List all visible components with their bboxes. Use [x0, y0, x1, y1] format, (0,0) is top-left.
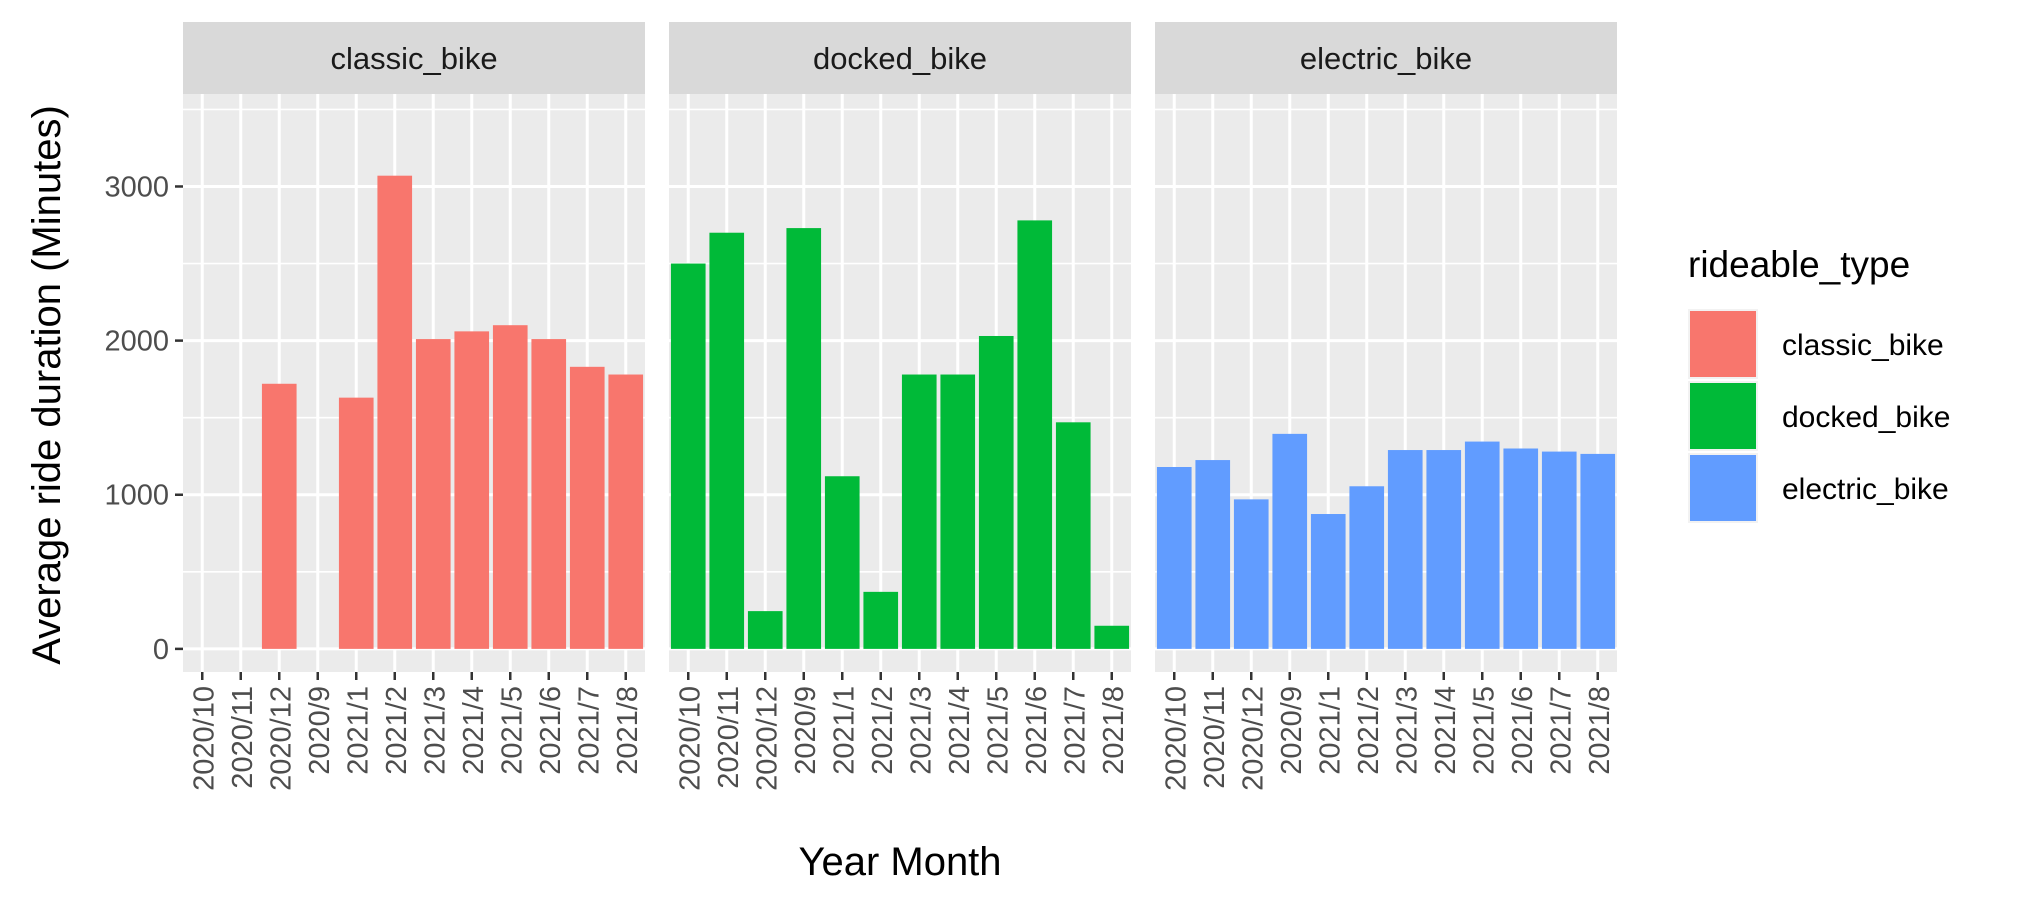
x-tick-label: 2021/1 — [342, 686, 374, 775]
x-tick-label: 2020/10 — [674, 686, 706, 791]
bar-electric_bike-2021/7 — [1541, 451, 1577, 649]
x-tick-label: 2020/12 — [1237, 686, 1269, 791]
facet-strip-label: electric_bike — [1300, 41, 1472, 76]
x-tick-label: 2020/9 — [1276, 686, 1308, 775]
facet-strip — [183, 22, 645, 94]
bar-electric_bike-2020/10 — [1156, 467, 1192, 649]
legend-label: electric_bike — [1782, 473, 1949, 506]
x-tick-label: 2021/3 — [419, 686, 451, 775]
x-tick-label: 2020/11 — [227, 686, 259, 789]
bar-electric_bike-2021/6 — [1503, 448, 1539, 649]
x-tick-label: 2021/5 — [496, 686, 528, 775]
x-tick-label: 2021/5 — [1468, 686, 1500, 775]
bar-electric_bike-2021/8 — [1580, 453, 1616, 649]
y-tick-label: 3000 — [104, 171, 169, 203]
bar-electric_bike-2020/12 — [1233, 499, 1269, 649]
bar-classic_bike-2021/7 — [569, 366, 605, 649]
x-tick-label: 2021/6 — [535, 686, 567, 775]
bar-docked_bike-2020/9 — [786, 228, 822, 649]
x-tick-label: 2021/8 — [1584, 686, 1616, 775]
x-tick-label: 2020/12 — [265, 686, 297, 791]
bar-docked_bike-2020/10 — [670, 263, 706, 649]
panel-electric_bike: electric_bike 2020/10 2020/11 2020/12 2020/9… — [1155, 22, 1617, 791]
bar-docked_bike-2020/12 — [747, 611, 783, 649]
bar-docked_bike-2021/3 — [901, 374, 937, 649]
x-tick-label: 2020/11 — [713, 686, 745, 789]
x-tick-label: 2021/4 — [944, 686, 976, 775]
panel-background — [669, 94, 1131, 672]
x-tick-label: 2021/4 — [1430, 686, 1462, 775]
x-tick-label: 2021/6 — [1507, 686, 1539, 775]
bar-docked_bike-2021/7 — [1055, 422, 1091, 649]
bar-docked_bike-2021/8 — [1094, 625, 1130, 649]
y-axis-title: Average ride duration (Minutes) — [25, 105, 69, 665]
facet-strip-label: classic_bike — [330, 41, 497, 76]
legend-keys: classic_bike docked_bike electric_bike — [1688, 309, 1950, 523]
bar-docked_bike-2021/6 — [1017, 220, 1053, 649]
bar-classic_bike-2021/1 — [338, 397, 374, 649]
x-axis-title: Year Month — [798, 840, 1001, 884]
x-tick-label: 2020/10 — [1160, 686, 1192, 791]
x-tick-label: 2020/12 — [751, 686, 783, 791]
panel-background — [1155, 94, 1617, 672]
panel-background — [183, 94, 645, 672]
bar-classic_bike-2021/6 — [531, 339, 567, 649]
y-tick-label: 1000 — [104, 480, 169, 512]
facet-strip — [1155, 22, 1617, 94]
legend-swatch-electric_bike — [1690, 455, 1756, 521]
bar-docked_bike-2021/5 — [978, 335, 1014, 649]
x-tick-label: 2021/2 — [867, 686, 899, 775]
legend-swatch-classic_bike — [1690, 311, 1756, 377]
bar-classic_bike-2021/8 — [608, 374, 644, 649]
y-tick-label: 2000 — [104, 326, 169, 358]
legend-swatch-docked_bike — [1690, 383, 1756, 449]
legend-label: classic_bike — [1782, 329, 1944, 362]
x-tick-label: 2021/7 — [1059, 686, 1091, 775]
bar-classic_bike-2021/4 — [454, 331, 490, 649]
x-tick-label: 2021/7 — [1545, 686, 1577, 775]
x-tick-label: 2021/6 — [1021, 686, 1053, 775]
facet-strip-label: docked_bike — [813, 41, 987, 76]
y-tick-label: 0 — [153, 634, 169, 666]
bar-electric_bike-2021/5 — [1464, 441, 1500, 649]
legend: rideable_type classic_bike docked_bikeele… — [1688, 244, 1950, 523]
bar-classic_bike-2021/2 — [377, 175, 413, 649]
x-tick-label: 2021/8 — [1098, 686, 1130, 775]
bar-electric_bike-2020/9 — [1272, 433, 1308, 649]
bar-docked_bike-2021/4 — [940, 374, 976, 649]
facet-strip — [669, 22, 1131, 94]
bar-electric_bike-2021/1 — [1310, 514, 1346, 649]
x-tick-label: 2020/9 — [790, 686, 822, 775]
x-tick-label: 2020/10 — [188, 686, 220, 791]
bar-classic_bike-2021/3 — [415, 339, 451, 649]
bar-classic_bike-2021/5 — [492, 325, 528, 649]
x-tick-label: 2021/3 — [905, 686, 937, 775]
bar-electric_bike-2021/4 — [1426, 450, 1462, 649]
x-tick-label: 2021/8 — [612, 686, 644, 775]
bar-docked_bike-2021/2 — [863, 591, 899, 649]
bar-electric_bike-2021/3 — [1387, 450, 1423, 649]
x-tick-label: 2020/11 — [1199, 686, 1231, 789]
x-tick-label: 2021/4 — [458, 686, 490, 775]
bar-electric_bike-2020/11 — [1195, 460, 1231, 649]
bar-docked_bike-2020/11 — [709, 232, 745, 649]
legend-label: docked_bike — [1782, 401, 1950, 434]
x-tick-label: 2020/9 — [304, 686, 336, 775]
legend-title: rideable_type — [1688, 244, 1910, 285]
bar-electric_bike-2021/2 — [1349, 486, 1385, 649]
bar-docked_bike-2021/1 — [824, 476, 860, 649]
x-tick-label: 2021/7 — [573, 686, 605, 775]
x-tick-label: 2021/1 — [1314, 686, 1346, 775]
x-tick-label: 2021/1 — [828, 686, 860, 775]
x-tick-label: 2021/2 — [1353, 686, 1385, 775]
bar-classic_bike-2020/12 — [261, 383, 297, 649]
x-tick-label: 2021/5 — [982, 686, 1014, 775]
x-tick-label: 2021/3 — [1391, 686, 1423, 775]
x-tick-label: 2021/2 — [381, 686, 413, 775]
